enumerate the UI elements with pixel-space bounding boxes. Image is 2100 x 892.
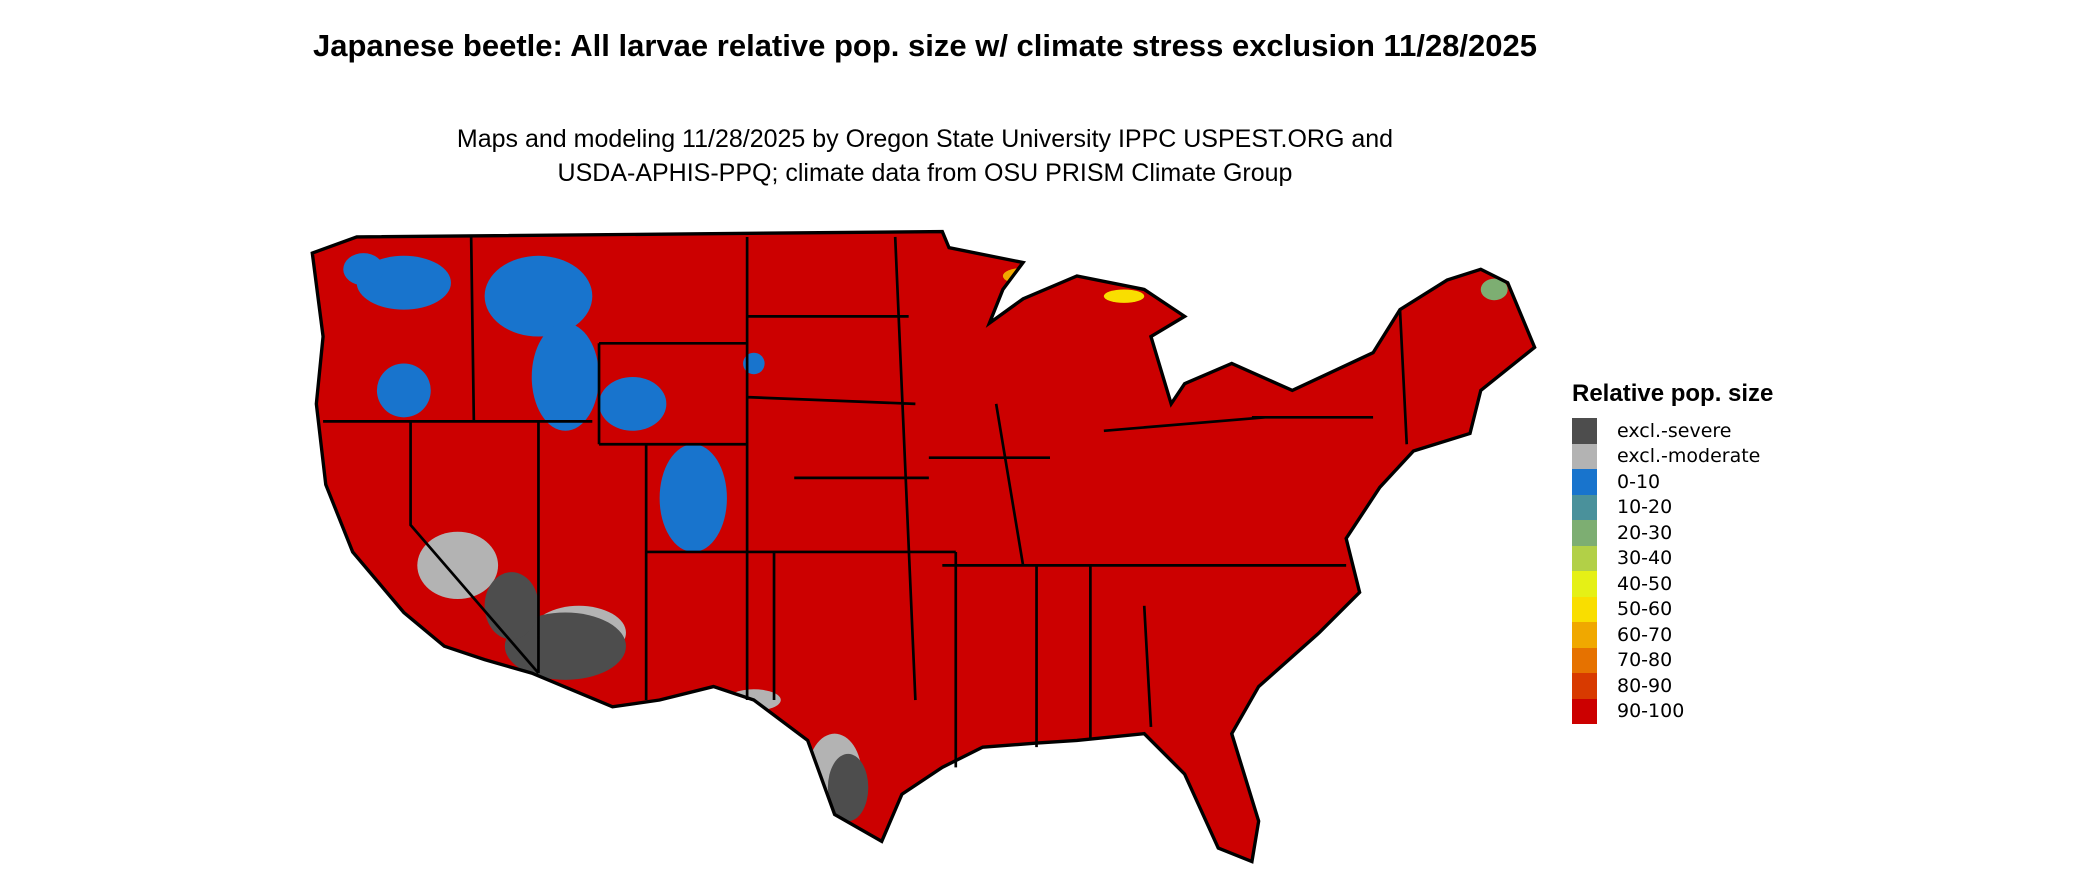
legend-item: 50-60: [1572, 596, 1773, 622]
legend-item: 10-20: [1572, 494, 1773, 520]
legend-swatch: [1572, 494, 1597, 520]
map-title: Japanese beetle: All larvae relative pop…: [312, 28, 1537, 63]
legend-label: 40-50: [1617, 572, 1673, 595]
legend-label: 0-10: [1617, 470, 1661, 493]
legend-swatch: [1572, 469, 1597, 495]
class-0-10-patches: [343, 253, 765, 552]
legend-label: 20-30: [1617, 521, 1673, 544]
legend-item: 20-30: [1572, 520, 1773, 546]
legend-title: Relative pop. size: [1572, 380, 1774, 407]
subtitle-line-2: USDA-APHIS-PPQ; climate data from OSU PR…: [557, 159, 1293, 187]
legend-item: 70-80: [1572, 647, 1773, 673]
legend-item: 0-10: [1572, 469, 1773, 495]
legend-label: excl.-moderate: [1617, 445, 1761, 468]
legend-swatch: [1572, 698, 1597, 724]
legend-label: 50-60: [1617, 598, 1673, 621]
legend-label: 80-90: [1617, 674, 1673, 697]
legend-swatch: [1572, 520, 1597, 546]
legend-swatch: [1572, 571, 1597, 597]
map-subtitle: Maps and modeling 11/28/2025 by Oregon S…: [0, 122, 1850, 190]
legend-label: excl.-severe: [1617, 419, 1732, 442]
legend-swatch: [1572, 647, 1597, 673]
legend-label: 70-80: [1617, 649, 1673, 672]
legend-swatch: [1572, 596, 1597, 622]
legend-item: 80-90: [1572, 673, 1773, 699]
legend-item: 60-70: [1572, 622, 1773, 648]
legend-label: 90-100: [1617, 700, 1685, 723]
legend-label: 30-40: [1617, 547, 1673, 570]
legend-label: 10-20: [1617, 496, 1673, 519]
legend-item: 90-100: [1572, 698, 1773, 724]
legend-swatch: [1572, 622, 1597, 648]
legend-item: excl.-moderate: [1572, 443, 1773, 469]
legend-swatch: [1572, 673, 1597, 699]
legend: Relative pop. size excl.-severe excl.-mod…: [1572, 380, 1773, 724]
legend-item: excl.-severe: [1572, 418, 1773, 444]
legend-item: 30-40: [1572, 545, 1773, 571]
legend-swatch: [1572, 545, 1597, 571]
legend-label: 60-70: [1617, 623, 1673, 646]
legend-swatch: [1572, 418, 1597, 444]
legend-swatch: [1572, 443, 1597, 469]
excl-severe-patches: [484, 572, 869, 822]
subtitle-line-1: Maps and modeling 11/28/2025 by Oregon S…: [456, 125, 1394, 153]
legend-item: 40-50: [1572, 571, 1773, 597]
state-borders: [323, 236, 1409, 768]
